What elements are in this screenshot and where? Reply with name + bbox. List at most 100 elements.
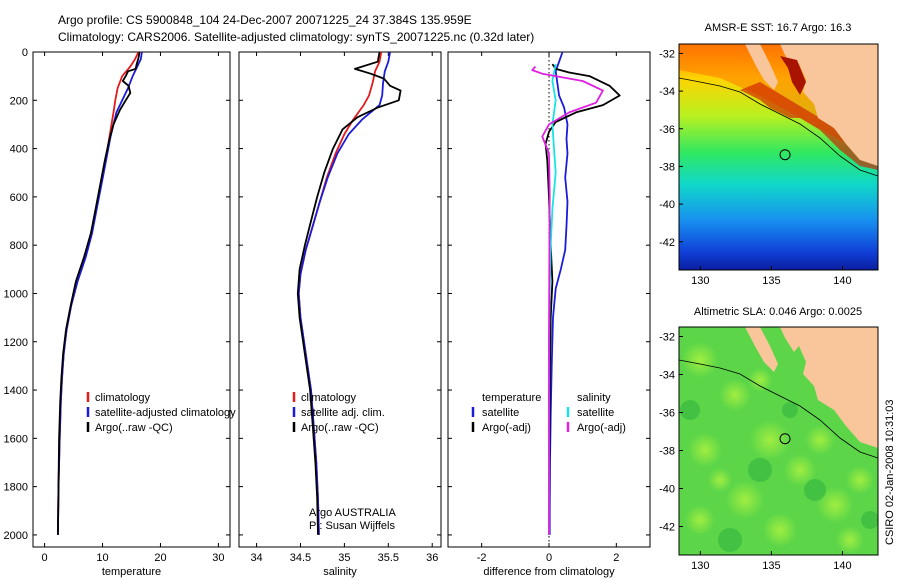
- panel-frame: [32, 51, 231, 548]
- map-x-tick-label: 135: [762, 560, 780, 572]
- panel-annotation: PI: Susan Wijffels: [309, 520, 395, 532]
- sst-gulf-warm: [780, 56, 806, 95]
- y-tick-label: 0: [22, 47, 28, 59]
- sla-peninsula: [745, 327, 778, 372]
- series-line-3: [531, 65, 604, 535]
- sst-map: AMSR-E SST: 16.7 Argo: 16.3 130 135 140 -32…: [659, 22, 879, 287]
- sla-blob: [817, 487, 853, 523]
- x-tick-label: 35.5: [378, 552, 399, 564]
- sla-blob: [685, 505, 715, 535]
- sla-low: [718, 528, 742, 552]
- x-tick-label: 35: [338, 552, 350, 564]
- argo-position-marker: [779, 149, 791, 161]
- x-tick-label: 30: [212, 552, 224, 564]
- map-y-tick-label: -38: [659, 446, 675, 458]
- map-y-tick-label: -36: [659, 408, 675, 420]
- y-tick-label: 600: [10, 192, 28, 204]
- sla-low: [861, 511, 878, 529]
- legend-entry: Argo(-adj): [482, 422, 531, 434]
- map-y-tick-label: -36: [659, 124, 675, 136]
- sla-blob: [784, 454, 816, 486]
- sla-anomaly-blobs: [680, 342, 878, 554]
- sla-blob: [748, 368, 772, 392]
- sla-map: Altimetric SLA: 0.046 Argo: 0.0025 130 13…: [659, 306, 879, 572]
- difference-panel: -2 0 2 difference from climatology temperatu…: [447, 51, 651, 578]
- salinity-panel: 34 34.5 35 35.5 36 salinity climatology satelli…: [238, 51, 442, 578]
- x-tick-label: 0: [42, 552, 48, 564]
- sla-blob: [836, 526, 864, 554]
- x-tick-label: 2: [613, 552, 619, 564]
- map-x-tick-label: 130: [691, 275, 709, 287]
- y-tick-label: 400: [10, 144, 28, 156]
- map-x-tick-label: 140: [833, 275, 851, 287]
- x-tick-label: 20: [154, 552, 166, 564]
- sla-blob: [682, 342, 718, 378]
- legend-entry: climatology: [301, 392, 357, 404]
- sla-land: [780, 327, 878, 448]
- legend-entry: satellite: [482, 407, 519, 419]
- y-tick-label: 200: [10, 95, 28, 107]
- map-y-tick-label: -32: [659, 332, 675, 344]
- y-tick-label: 1200: [4, 337, 28, 349]
- x-tick-label: 10: [96, 552, 108, 564]
- series-line-2: [296, 51, 402, 535]
- legend-entry: Argo(-adj): [577, 422, 626, 434]
- sla-frame: [678, 326, 879, 556]
- temperature-panel: 0 10 20 30 0 200 400 600 800 1000 1200 1400 1600 1800…: [4, 47, 237, 578]
- x-tick-label: 36: [426, 552, 438, 564]
- series-line-1: [544, 63, 621, 535]
- x-axis-label: salinity: [323, 566, 357, 578]
- legend-entry: satellite: [577, 407, 614, 419]
- x-tick-label: 0: [546, 552, 552, 564]
- argo-position-marker: [779, 433, 791, 445]
- legend-entry: satellite-adjusted climatology: [95, 407, 236, 419]
- legend-group-title: temperature: [482, 392, 541, 404]
- sla-low: [680, 400, 700, 420]
- y-tick-label: 1800: [4, 482, 28, 494]
- x-axis-label: difference from climatology: [483, 566, 615, 578]
- map-x-tick-label: 135: [762, 275, 780, 287]
- map-y-tick-label: -40: [659, 484, 675, 496]
- legend-group-title: salinity: [577, 392, 611, 404]
- y-tick-label: 1000: [4, 288, 28, 300]
- sla-blob: [708, 468, 732, 492]
- sla-blob: [750, 420, 790, 460]
- sla-low: [748, 458, 772, 482]
- header-line-2: Climatology: CARS2006. Satellite-adjuste…: [58, 30, 534, 44]
- series-line-2: [57, 51, 141, 535]
- sst-land: [780, 44, 878, 166]
- x-tick-label: 34.5: [290, 552, 311, 564]
- y-tick-label: 2000: [4, 530, 28, 542]
- sst-map-title: AMSR-E SST: 16.7 Argo: 16.3: [705, 22, 852, 34]
- panel-annotation: Argo AUSTRALIA: [309, 507, 396, 519]
- legend-entry: satellite adj. clim.: [301, 407, 385, 419]
- series-line-1: [297, 51, 391, 535]
- map-x-tick-label: 130: [691, 560, 709, 572]
- y-tick-label: 800: [10, 240, 28, 252]
- sla-low: [804, 479, 826, 501]
- x-axis-label: temperature: [102, 566, 161, 578]
- series-line-0: [548, 51, 569, 535]
- sla-blob: [726, 481, 764, 519]
- map-x-tick-label: 140: [833, 560, 851, 572]
- map-y-tick-label: -34: [659, 86, 675, 98]
- map-y-tick-label: -38: [659, 161, 675, 173]
- sla-map-title: Altimetric SLA: 0.046 Argo: 0.0025: [694, 306, 862, 318]
- map-y-tick-label: -42: [659, 522, 675, 534]
- legend-entry: climatology: [95, 392, 151, 404]
- legend-entry: Argo(..raw -QC): [95, 422, 173, 434]
- series-line-0: [297, 51, 383, 535]
- map-y-tick-label: -40: [659, 199, 675, 211]
- series-line-0: [57, 51, 140, 535]
- sst-shelf-contour: [679, 77, 878, 177]
- sla-blob: [763, 513, 797, 547]
- sst-peninsula: [745, 44, 778, 90]
- panel-frame: [238, 51, 442, 548]
- sst-coastal-warm: [740, 82, 878, 170]
- y-tick-label: 1400: [4, 385, 28, 397]
- x-tick-label: 34: [250, 552, 262, 564]
- map-y-tick-label: -32: [659, 48, 675, 60]
- header-line-1: Argo profile: CS 5900848_104 24-Dec-2007…: [58, 13, 472, 27]
- legend-entry: Argo(..raw -QC): [301, 422, 379, 434]
